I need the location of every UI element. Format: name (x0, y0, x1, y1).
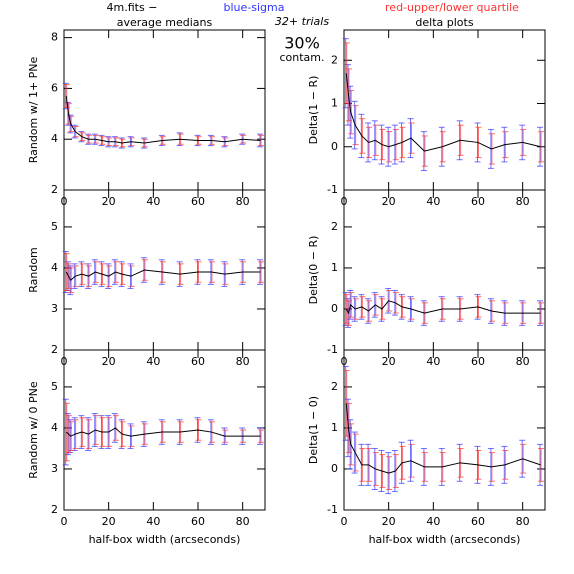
plot-frame (343, 349, 546, 511)
plot-frame (343, 189, 546, 351)
plot-frame (63, 349, 266, 511)
y-tick-label: 1 (331, 421, 338, 434)
y-tick-label: 5 (51, 220, 58, 233)
x-tick-label: 20 (382, 515, 396, 528)
error-bar (538, 447, 545, 482)
x-tick-label: 60 (191, 515, 205, 528)
x-tick-label: 20 (382, 355, 396, 368)
error-bar (62, 251, 69, 294)
y-tick-label: 4 (51, 421, 58, 434)
legend-entry: blue-sigma (224, 1, 285, 14)
y-tick-label: 2 (331, 380, 338, 393)
x-tick-label: 20 (382, 195, 396, 208)
x-tick-label: 60 (471, 515, 485, 528)
x-tick-label: 40 (146, 515, 160, 528)
plot-frame (63, 189, 266, 351)
y-tick-label: 2 (331, 53, 338, 66)
y-tick-label: 5 (51, 380, 58, 393)
x-tick-label: 60 (471, 195, 485, 208)
y-tick-label: 2 (51, 503, 58, 516)
panel-title: average medians (117, 16, 213, 29)
error-bar (538, 131, 545, 163)
y-tick-label: 3 (51, 462, 58, 475)
median-line (65, 427, 261, 437)
panel-title: delta plots (415, 16, 473, 29)
y-tick-label: 2 (331, 220, 338, 233)
x-tick-label: 80 (516, 355, 530, 368)
error-bar (538, 302, 545, 324)
median-line (345, 73, 541, 152)
x-tick-label: 40 (146, 195, 160, 208)
x-tick-label: 20 (102, 195, 116, 208)
x-tick-label: 20 (102, 515, 116, 528)
error-bar (258, 429, 265, 443)
x-tick-label: 0 (341, 515, 348, 528)
x-tick-label: 80 (236, 355, 250, 368)
contamination-value: 30% (284, 34, 320, 53)
y-tick-label: 8 (51, 31, 58, 44)
legend-entry: 4m.fits − (107, 1, 158, 14)
y-axis-label: Delta(1 − R) (307, 76, 320, 145)
y-tick-label: -1 (327, 343, 338, 356)
y-axis-label: Random w/ 1+ PNe (27, 56, 40, 163)
median-line (345, 403, 541, 474)
y-tick-label: 1 (331, 261, 338, 274)
y-tick-label: 1 (331, 97, 338, 110)
x-tick-label: 80 (236, 515, 250, 528)
y-tick-label: 4 (51, 132, 58, 145)
trials-note: 32+ trials (275, 15, 329, 28)
y-axis-label: Random (27, 247, 40, 293)
y-tick-label: -1 (327, 183, 338, 196)
x-tick-label: 40 (146, 355, 160, 368)
x-tick-label: 40 (426, 355, 440, 368)
x-tick-label: 0 (61, 515, 68, 528)
x-tick-label: 80 (236, 195, 250, 208)
x-tick-label: 80 (516, 195, 530, 208)
x-tick-label: 40 (426, 515, 440, 528)
contamination-label: contam. (279, 51, 324, 64)
x-tick-label: 80 (516, 515, 530, 528)
error-bar (62, 398, 69, 466)
y-axis-label: Random w/ 0 PNe (27, 381, 40, 479)
plot-frame (63, 29, 266, 191)
x-tick-label: 60 (471, 355, 485, 368)
y-tick-label: 3 (51, 302, 58, 315)
y-tick-label: 0 (331, 140, 338, 153)
median-line (65, 269, 261, 282)
x-tick-label: 60 (191, 195, 205, 208)
x-axis-label: half-box width (arcseconds) (89, 533, 241, 546)
y-tick-label: 2 (51, 183, 58, 196)
x-axis-label: half-box width (arcseconds) (369, 533, 521, 546)
median-line (65, 95, 261, 144)
y-tick-label: 2 (51, 343, 58, 356)
x-tick-label: 40 (426, 195, 440, 208)
y-tick-label: 0 (331, 302, 338, 315)
median-line (345, 300, 541, 315)
y-axis-label: Delta(1 − 0) (307, 396, 320, 464)
x-tick-label: 20 (102, 355, 116, 368)
error-bar (258, 134, 265, 147)
legend-entry: red-upper/lower quartile (385, 1, 519, 14)
y-tick-label: 4 (51, 261, 58, 274)
y-axis-label: Delta(0 − R) (307, 236, 320, 305)
y-tick-label: 0 (331, 462, 338, 475)
y-tick-label: 6 (51, 81, 58, 94)
y-tick-label: -1 (327, 503, 338, 516)
error-bar (258, 261, 265, 283)
x-tick-label: 60 (191, 355, 205, 368)
